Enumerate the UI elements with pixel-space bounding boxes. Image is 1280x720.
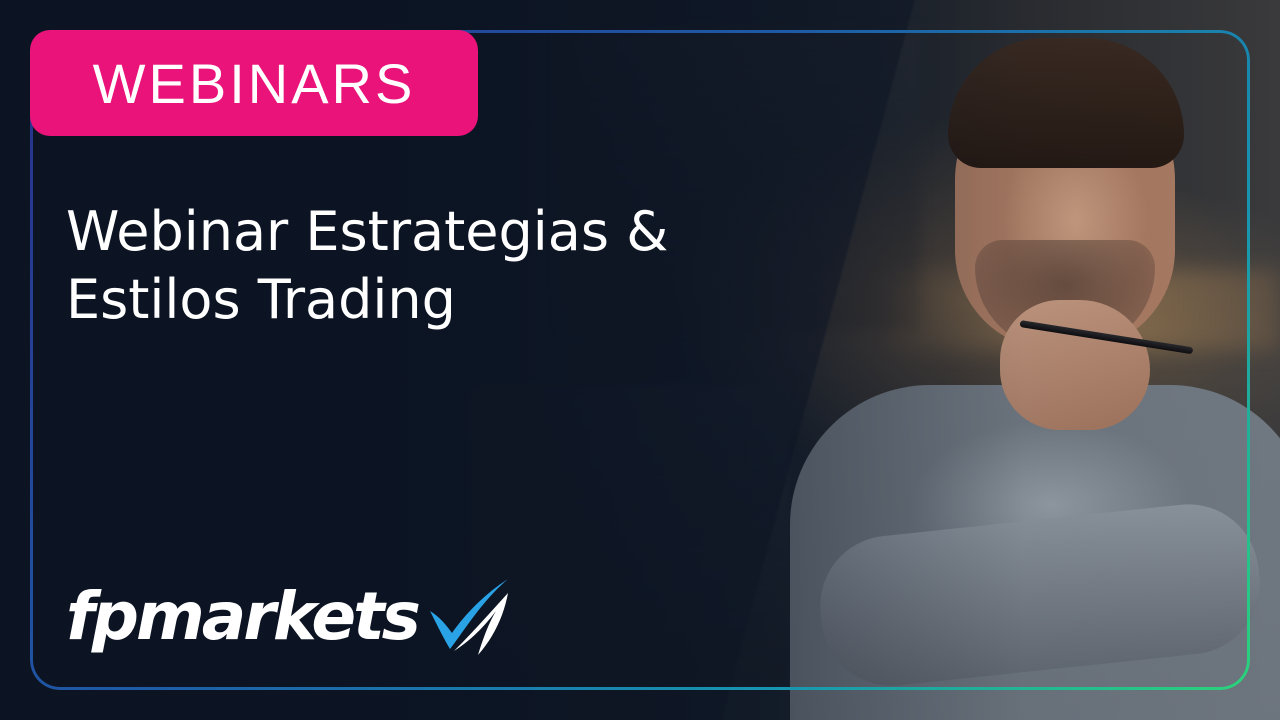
title-line-2: Estilos Trading xyxy=(66,268,456,331)
webinars-badge: WEBINARS xyxy=(30,30,478,136)
fpmarkets-swoosh-logo-icon xyxy=(429,579,508,655)
fpmarkets-logo: fpmarkets xyxy=(66,566,514,666)
badge-label: WEBINARS xyxy=(92,51,416,115)
brand-name: fpmarkets xyxy=(66,577,421,655)
title-line-1: Webinar Estrategias & xyxy=(66,200,669,263)
webinar-title: Webinar Estrategias & Estilos Trading xyxy=(66,198,826,334)
gradient-frame xyxy=(30,30,1250,690)
